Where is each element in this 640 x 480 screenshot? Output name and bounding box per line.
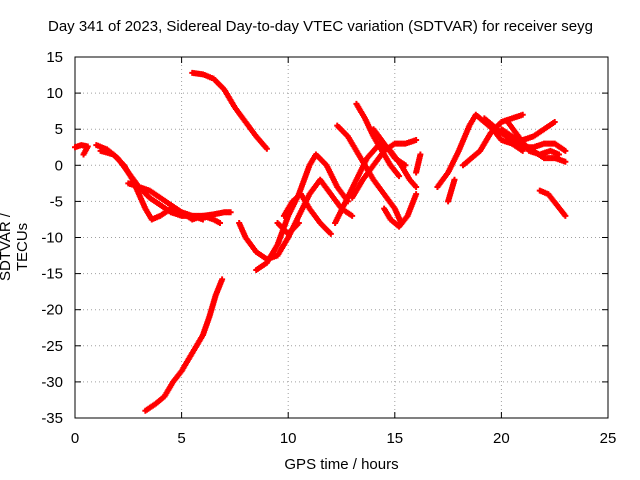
series-arc6 <box>142 276 226 414</box>
y-tick-label: -30 <box>41 374 63 391</box>
x-tick-label: 10 <box>280 430 297 447</box>
series-arc1 <box>72 142 91 158</box>
data-point <box>80 151 87 158</box>
series-arc5 <box>189 69 270 152</box>
y-tick-label: -20 <box>41 302 63 319</box>
axes: 0 5 10 15 20 25 15 10 5 0 -5 -10 -15 -20 -25 -30 -35 <box>41 49 616 447</box>
data-layer <box>72 69 569 414</box>
series-arc4 <box>125 180 206 223</box>
data-point <box>199 216 206 223</box>
plot-frame <box>74 56 609 419</box>
data-point <box>413 191 420 198</box>
y-tick-label: 5 <box>55 121 63 138</box>
data-point <box>396 173 403 180</box>
x-tick-label: 5 <box>177 430 185 447</box>
x-axis-label: GPS time / hours <box>284 456 399 473</box>
data-point <box>562 158 569 165</box>
data-point <box>327 230 334 237</box>
data-point <box>562 212 569 219</box>
y-axis-label: SDTVAR / TECUs <box>0 213 31 282</box>
data-point <box>402 162 409 169</box>
series-arc3 <box>97 147 223 227</box>
data-point <box>227 209 234 216</box>
x-tick-label: 15 <box>386 430 403 447</box>
y-tick-label: -25 <box>41 338 63 355</box>
series-arc24 <box>413 151 424 176</box>
y-tick-label: 10 <box>46 85 63 102</box>
data-point <box>555 151 562 158</box>
data-point <box>263 145 270 152</box>
data-point <box>413 137 420 144</box>
series-arc16 <box>381 191 420 230</box>
y-tick-label: -5 <box>50 193 63 210</box>
y-tick-label: -35 <box>41 410 63 427</box>
series-arc18 <box>460 111 526 169</box>
series-arc22 <box>509 118 558 147</box>
data-point <box>562 147 569 154</box>
data-point <box>519 111 526 118</box>
y-tick-label: -10 <box>41 230 63 247</box>
data-point <box>417 151 424 158</box>
series-arc9 <box>280 191 334 237</box>
data-point <box>219 276 226 283</box>
data-point <box>451 176 458 183</box>
data-point <box>295 220 302 227</box>
grid <box>75 57 608 418</box>
y-tick-label: 0 <box>55 157 63 174</box>
y-tick-label: -15 <box>41 266 63 283</box>
series-arc10 <box>274 220 302 237</box>
series-arc23 <box>536 187 569 219</box>
series-arc25 <box>445 176 458 205</box>
x-tick-label: 25 <box>600 430 617 447</box>
y-tick-label: 15 <box>46 49 63 66</box>
data-point <box>551 118 558 125</box>
data-point <box>216 220 223 227</box>
x-tick-label: 20 <box>493 430 510 447</box>
chart-title: Day 341 of 2023, Sidereal Day-to-day VTE… <box>48 18 593 35</box>
data-point <box>413 183 420 190</box>
series-arc15 <box>370 126 409 169</box>
data-point <box>349 212 356 219</box>
x-tick-label: 0 <box>71 430 79 447</box>
